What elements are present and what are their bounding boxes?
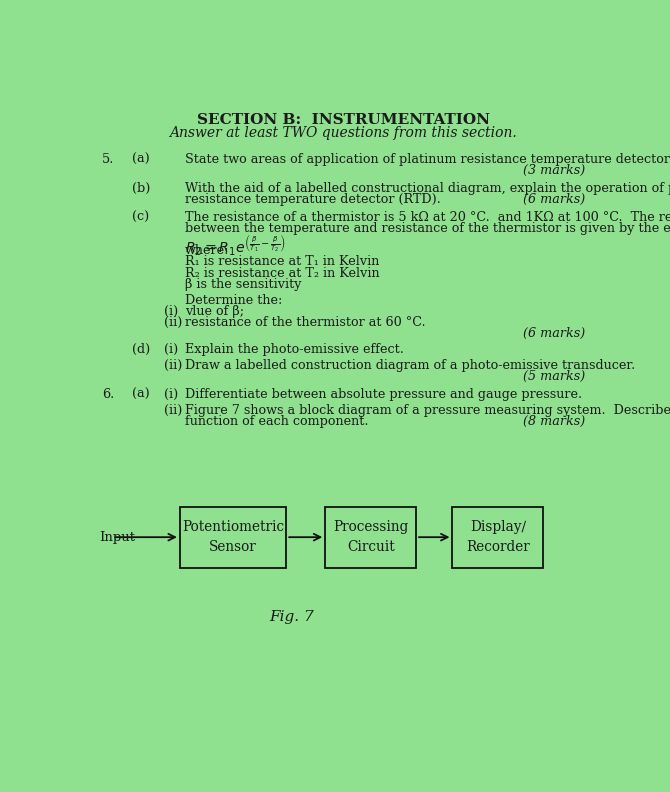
Text: β is the sensitivity: β is the sensitivity (185, 278, 302, 291)
Text: (d): (d) (131, 343, 150, 356)
Bar (325, 507, 416, 568)
Text: (ii): (ii) (164, 359, 183, 372)
Text: 5.: 5. (102, 153, 115, 166)
Text: vlue of β;: vlue of β; (185, 305, 244, 318)
Text: Draw a labelled construction diagram of a photo-emissive transducer.: Draw a labelled construction diagram of … (185, 359, 635, 372)
Text: (3 marks): (3 marks) (523, 164, 585, 177)
Text: (8 marks): (8 marks) (523, 415, 585, 428)
Text: where:: where: (185, 245, 230, 257)
Text: Input: Input (99, 531, 135, 543)
Text: SECTION B:  INSTRUMENTATION: SECTION B: INSTRUMENTATION (197, 113, 490, 128)
Text: resistance temperature detector (RTD).: resistance temperature detector (RTD). (185, 192, 441, 206)
Text: Fig. 7: Fig. 7 (269, 611, 314, 624)
Text: (c): (c) (131, 211, 149, 224)
Text: Answer at least TWO questions from this section.: Answer at least TWO questions from this … (170, 125, 517, 139)
Text: Differentiate between absolute pressure and gauge pressure.: Differentiate between absolute pressure … (185, 388, 582, 402)
Text: (i): (i) (164, 388, 178, 402)
Text: (6 marks): (6 marks) (523, 192, 585, 206)
Text: Display∕
Recorder: Display∕ Recorder (466, 520, 530, 554)
Text: resistance of the thermistor at 60 °C.: resistance of the thermistor at 60 °C. (185, 316, 425, 329)
Text: Processing
Circuit: Processing Circuit (333, 520, 408, 554)
Text: (6 marks): (6 marks) (523, 327, 585, 340)
Text: (i): (i) (164, 305, 178, 318)
Text: R₂ is resistance at T₂ in Kelvin: R₂ is resistance at T₂ in Kelvin (185, 267, 380, 280)
Text: R₁ is resistance at T₁ in Kelvin: R₁ is resistance at T₁ in Kelvin (185, 256, 379, 268)
Text: (ii): (ii) (164, 316, 183, 329)
Text: $R_2=R_1e^{\left(\frac{\beta}{T_1}-\frac{\beta}{T_2}\right)}$: $R_2=R_1e^{\left(\frac{\beta}{T_1}-\frac… (185, 234, 285, 259)
Text: (5 marks): (5 marks) (523, 370, 585, 383)
Text: State two areas of application of platinum resistance temperature detector (RTD): State two areas of application of platin… (185, 153, 670, 166)
Text: (ii): (ii) (164, 404, 183, 417)
Text: Explain the photo-emissive effect.: Explain the photo-emissive effect. (185, 343, 404, 356)
Text: Figure 7 shows a block diagram of a pressure measuring system.  Describe the: Figure 7 shows a block diagram of a pres… (185, 404, 670, 417)
Text: With the aid of a labelled constructional diagram, explain the operation of plat: With the aid of a labelled constructiona… (185, 181, 670, 195)
Text: Determine the:: Determine the: (185, 294, 282, 307)
Text: The resistance of a thermistor is 5 kΩ at 20 °C.  and 1KΩ at 100 °C.  The relati: The resistance of a thermistor is 5 kΩ a… (185, 211, 670, 224)
Text: between the temperature and resistance of the thermistor is given by the express: between the temperature and resistance o… (185, 222, 670, 235)
Text: function of each component.: function of each component. (185, 415, 368, 428)
Text: (b): (b) (131, 181, 150, 195)
Text: Potentiometric
Sensor: Potentiometric Sensor (182, 520, 284, 554)
Bar (452, 507, 543, 568)
Text: (a): (a) (131, 153, 149, 166)
Text: 6.: 6. (102, 388, 114, 402)
Bar (180, 507, 286, 568)
Text: (a): (a) (131, 388, 149, 402)
Text: (i): (i) (164, 343, 178, 356)
